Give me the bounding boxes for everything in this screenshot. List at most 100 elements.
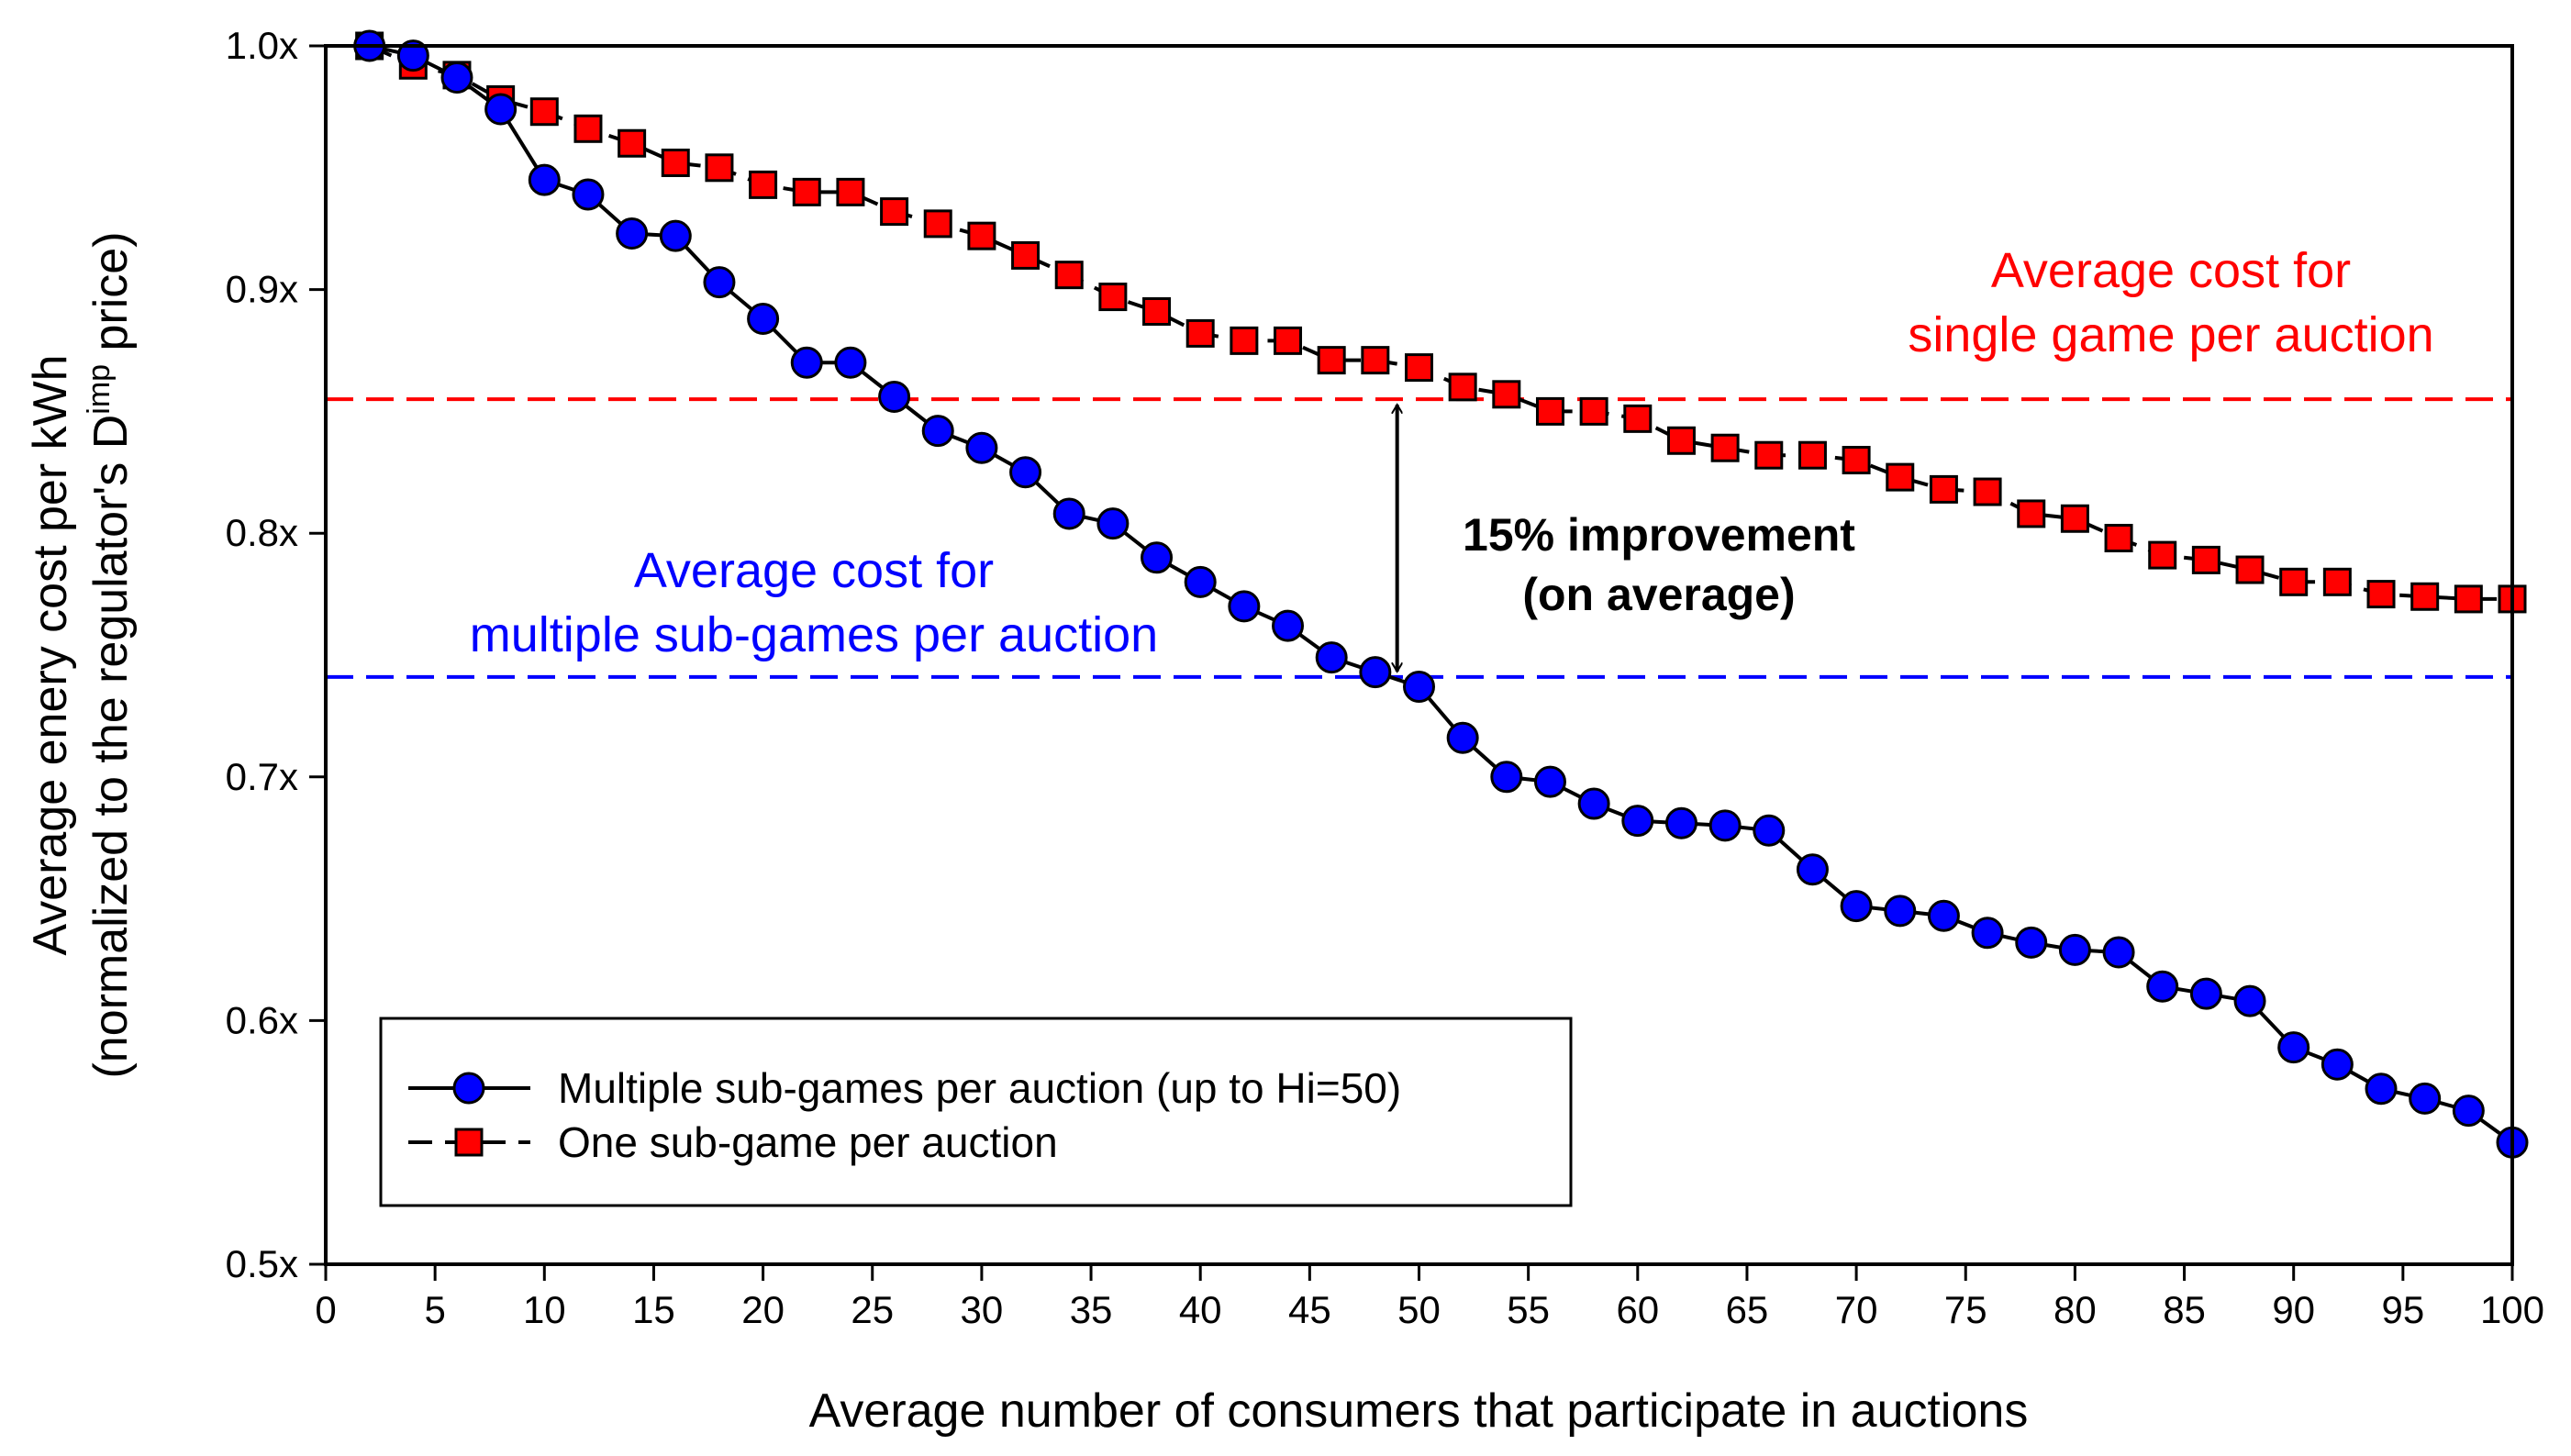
series-1-point (1448, 372, 1477, 402)
x-tick-label: 80 (2053, 1288, 2097, 1331)
x-tick-label: 55 (1507, 1288, 1550, 1331)
series-0-point (1490, 761, 1523, 794)
series-0-point (965, 431, 998, 464)
multiple-subgames-average-label-line2: multiple sub-games per auction (470, 607, 1158, 662)
series-1-point (1973, 477, 2002, 506)
series-1-point (618, 128, 647, 158)
series-0-point (834, 346, 867, 379)
series-0-point (659, 219, 692, 252)
series-1-point (2191, 545, 2220, 574)
series-1-point (2366, 580, 2396, 609)
series-0-point (1533, 765, 1566, 798)
series-0-point (2409, 1082, 2442, 1115)
y-tick-label: 0.7x (226, 755, 298, 798)
series-1-point (1405, 353, 1433, 383)
series-0-point (2189, 977, 2222, 1010)
series-0-point (1884, 895, 1917, 928)
series-1-point (2410, 582, 2440, 611)
series-0-point (2146, 970, 2179, 1003)
series-1-point (2148, 540, 2177, 570)
series-1-point (1842, 446, 1871, 475)
series-1-point (749, 170, 778, 199)
series-0-point (1359, 656, 1392, 689)
x-tick-label: 25 (851, 1288, 894, 1331)
series-0-point (1141, 541, 1174, 574)
y-tick-label: 1.0x (226, 24, 298, 67)
series-0-point (2102, 936, 2135, 969)
series-1-point (2322, 567, 2352, 596)
x-tick-label: 20 (741, 1288, 785, 1331)
series-1-point (1054, 261, 1084, 290)
x-tick-label: 85 (2163, 1288, 2206, 1331)
series-1-point (2104, 524, 2133, 553)
series-1-point (1797, 440, 1827, 470)
series-1-point (836, 177, 865, 206)
x-tick-label: 0 (315, 1288, 336, 1331)
x-tick-label: 100 (2480, 1288, 2544, 1331)
series-0-point (396, 39, 429, 72)
series-0-point (1052, 497, 1085, 530)
series-0-point (878, 380, 911, 413)
x-tick-label: 50 (1397, 1288, 1441, 1331)
x-tick-label: 40 (1179, 1288, 1222, 1331)
x-tick-label: 15 (632, 1288, 675, 1331)
series-1-point (1230, 326, 1259, 355)
series-0-point (2233, 984, 2266, 1017)
series-0-point (1096, 507, 1130, 540)
series-0-point (528, 163, 561, 196)
series-1-point (880, 197, 909, 227)
series-0-point (1621, 805, 1654, 838)
series-1-point (2279, 567, 2309, 596)
improvement-label-line1: 15% improvement (1463, 509, 1855, 561)
series-0-point (2321, 1048, 2354, 1081)
series-0-point (484, 93, 518, 126)
series-1-point (1710, 433, 1740, 462)
series-0-point (2365, 1073, 2398, 1106)
single-game-average-label-line2: single game per auction (1908, 307, 2433, 362)
series-1-point (1142, 297, 1172, 327)
series-1-point (1098, 283, 1128, 312)
legend: Multiple sub-games per auction (up to Hi… (379, 1017, 1573, 1207)
series-1-point (1886, 462, 1915, 492)
series-0-point (1228, 590, 1261, 623)
series-0-point (1708, 809, 1742, 842)
x-axis-ticks: 0 5 10 15 20 25 30 35 40 45 50 55 60 65 70 75 80 85 90 95 10… (315, 1264, 2544, 1331)
legend-label-multiple: Multiple sub-games per auction (up to Hi… (558, 1064, 1401, 1112)
y-axis-title-line2: (normalized to the regulator's Dimp pric… (82, 231, 138, 1078)
series-1-point (967, 221, 996, 250)
series-1-point (2454, 584, 2483, 614)
y-tick-label: 0.5x (226, 1242, 298, 1285)
series-0-point (2058, 933, 2091, 966)
x-tick-label: 30 (961, 1288, 1004, 1331)
x-tick-label: 5 (424, 1288, 445, 1331)
y-axis-title-line1: Average enery cost per kWh (24, 354, 77, 955)
series-1-point (792, 177, 821, 206)
series-0-point (1753, 814, 1786, 847)
series-0-point (1403, 671, 1435, 704)
series-0-point (1577, 787, 1610, 820)
series-1-point (1666, 426, 1696, 455)
multiple-subgames-average-label-line1: Average cost for (634, 543, 994, 598)
series-1-point (2017, 499, 2046, 528)
series-0-point (572, 178, 605, 211)
series-0-point (2452, 1095, 2485, 1128)
series-0-point (1664, 806, 1697, 839)
x-tick-label: 90 (2272, 1288, 2315, 1331)
y-tick-label: 0.8x (226, 511, 298, 554)
series-1-point (923, 209, 952, 239)
series-0-point (703, 266, 736, 299)
series-1-point (573, 114, 603, 143)
series-1-point (1754, 440, 1784, 470)
series-0-point (1796, 853, 1829, 886)
series-1-point (1579, 396, 1608, 426)
series-0-point (2277, 1031, 2310, 1064)
x-tick-label: 75 (1944, 1288, 1987, 1331)
legend-label-single: One sub-game per auction (558, 1118, 1058, 1166)
series-0-point (616, 217, 649, 250)
series-1-point (661, 148, 690, 177)
series-0-point (1927, 899, 1960, 932)
y-tick-label: 0.6x (226, 998, 298, 1041)
y-axis-ticks: 0.5x 0.6x 0.7x 0.8x 0.9x 1.0x (226, 24, 326, 1285)
y-tick-label: 0.9x (226, 268, 298, 311)
